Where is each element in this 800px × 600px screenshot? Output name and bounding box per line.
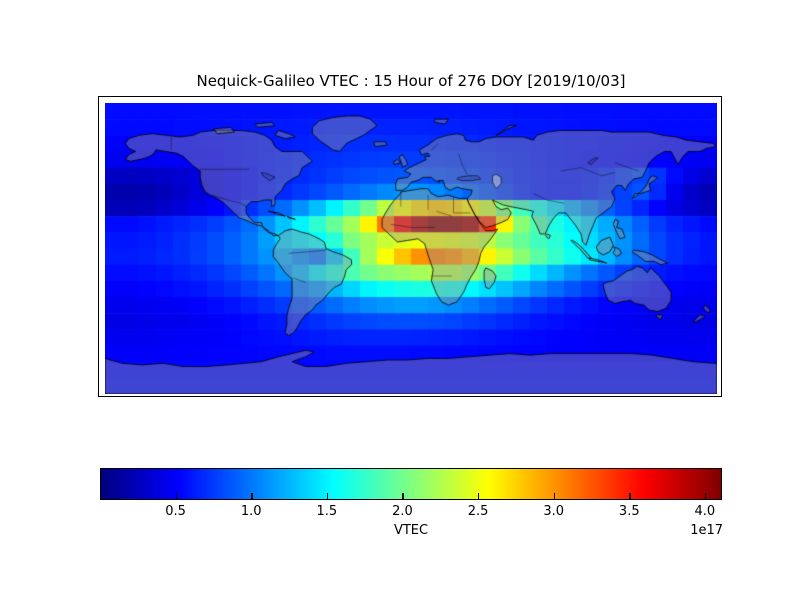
colorbar-tick-label: 1.0 [240,504,262,519]
colorbar-label: VTEC [393,523,429,538]
colorbar-tick-label: 2.5 [467,504,489,519]
colorbar-offset-label: 1e17 [690,523,723,538]
colorbar-tick-label: 3.0 [543,504,564,519]
colorbar-gradient [100,468,722,500]
colorbar-tick-label: 4.0 [694,504,716,519]
colorbar-tick-label: 3.5 [618,504,640,519]
colorbar-tick-label: 0.5 [165,504,186,519]
plot-title: Nequick-Galileo VTEC : 15 Hour of 276 DO… [196,72,626,90]
colorbar-tick-label: 1.5 [316,504,338,519]
colorbar-tick-label: 2.0 [392,504,413,519]
world-vtec-heatmap-canvas [105,103,717,394]
